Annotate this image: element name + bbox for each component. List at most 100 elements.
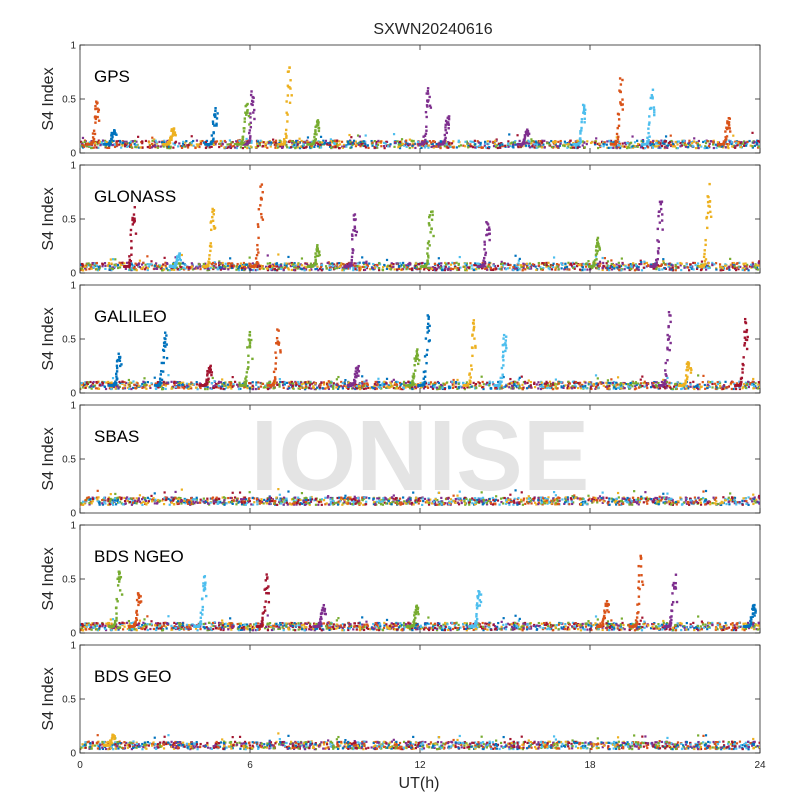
data-point [538,145,541,148]
data-point [481,146,485,149]
data-point [111,267,115,271]
data-point [557,263,560,266]
data-point [449,263,453,266]
data-point [521,269,524,272]
data-point [559,139,562,143]
spike-point [211,219,215,223]
data-point [212,266,215,270]
data-point [711,386,714,389]
data-point [516,381,519,384]
spike-point [261,218,265,221]
data-point [711,263,714,266]
data-point [278,266,281,269]
data-point [335,142,338,145]
data-point [530,140,533,143]
spike-point [175,260,178,264]
data-point [427,381,430,384]
data-point [683,142,687,145]
spike-point [248,139,251,142]
spike-point [597,242,600,246]
data-point [110,140,114,143]
data-point [695,386,699,389]
data-point [556,383,559,386]
spike-point [131,223,134,226]
data-point [433,383,436,387]
data-point [366,383,369,386]
data-point [501,143,504,146]
data-point [198,263,201,266]
data-point [667,265,670,268]
data-point [598,142,601,145]
data-point [390,262,393,265]
data-point [453,264,457,267]
spike-point [487,226,491,229]
data-point [613,265,616,268]
spike-point [249,121,252,124]
data-point [596,386,599,389]
data-point [374,384,377,387]
data-point [304,262,307,265]
data-point [559,141,563,144]
spike-point [312,139,315,143]
data-point [327,387,331,391]
data-point [479,143,482,146]
data-point [181,386,184,389]
data-point [615,384,618,387]
spike-point [176,258,180,262]
data-point [577,144,580,148]
data-point [399,387,402,391]
data-point [666,146,669,149]
data-point [617,140,621,143]
data-point [278,139,281,142]
data-point [335,264,339,268]
data-point [300,264,304,267]
spike-point [317,251,320,254]
data-point [504,268,508,271]
data-point [233,380,237,383]
data-point [426,140,429,144]
data-point [569,146,572,149]
data-point [113,263,116,266]
data-point [707,146,710,150]
data-point [528,385,531,388]
data-point [512,265,515,269]
spike-point [483,248,486,251]
data-point [532,143,535,146]
spike-point [428,95,431,99]
data-point [374,145,378,148]
data-point [184,141,187,144]
data-point [201,139,204,143]
data-point [484,265,487,268]
data-point [570,143,573,146]
data-point [235,140,238,143]
data-point [657,381,660,385]
data-point [344,378,347,382]
data-point [260,382,263,385]
data-point [577,381,580,385]
data-point [690,265,693,268]
data-point [132,266,135,269]
data-point [605,143,608,146]
data-point [130,262,133,265]
spike-point [249,265,252,268]
data-point [757,381,760,384]
data-point [142,266,145,269]
data-point [173,384,176,387]
data-point [159,264,162,267]
data-point [296,146,299,149]
spike-point [212,209,215,212]
data-point [163,141,166,144]
data-point [320,143,323,146]
data-point [633,382,636,385]
data-point [596,266,599,269]
data-point [266,141,269,144]
data-point [416,268,419,271]
data-point [517,385,520,388]
data-point [603,142,606,146]
data-point [84,267,87,270]
data-point [236,262,239,266]
data-point [229,146,233,150]
y-tick-label: 0.5 [62,95,76,106]
data-point [603,257,607,260]
data-point [693,261,697,265]
